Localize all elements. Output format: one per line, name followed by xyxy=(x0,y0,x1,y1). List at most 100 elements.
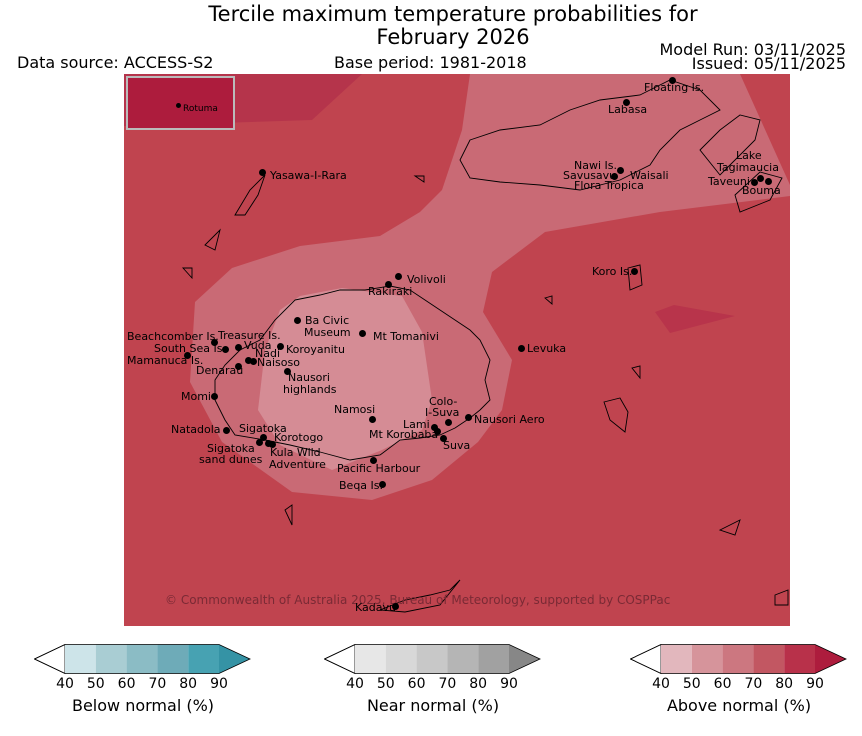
place-dot xyxy=(222,426,230,434)
place-dot xyxy=(517,344,525,352)
place-dot xyxy=(283,367,291,375)
place-dot xyxy=(264,439,272,447)
place-dot xyxy=(433,427,441,435)
chart-title: Tercile maximum temperature probabilitie… xyxy=(0,3,862,49)
place-label: Nausori Aero xyxy=(474,413,545,426)
colorbar-tick-label: 60 xyxy=(117,676,136,692)
colorbar-tick-label: 80 xyxy=(775,676,794,692)
rotuma-inset xyxy=(126,76,235,130)
place-dot xyxy=(384,280,392,288)
colorbar-bin xyxy=(95,644,127,674)
place-label: Vuda xyxy=(244,339,272,352)
place-label: Flora Tropica xyxy=(574,179,644,192)
colorbar-bin xyxy=(385,644,417,674)
place-label: Bouma xyxy=(742,184,781,197)
place-dot xyxy=(630,267,638,275)
place-dot xyxy=(249,357,257,365)
base-period: Base period: 1981-2018 xyxy=(334,53,527,72)
issued-date: Issued: 05/11/2025 xyxy=(691,54,846,73)
place-label: Suva xyxy=(443,439,471,452)
place-label: Ba Civic xyxy=(305,314,350,327)
place-dot xyxy=(430,423,438,431)
place-dot xyxy=(268,440,276,448)
place-label: Pacific Harbour xyxy=(337,462,421,475)
place-dot xyxy=(358,329,366,337)
place-label: Rakiraki xyxy=(368,285,413,298)
colorbar-title: Above normal (%) xyxy=(666,696,812,715)
place-dot xyxy=(221,345,229,353)
colorbar-tick-label: 50 xyxy=(376,676,395,692)
data-source: Data source: ACCESS-S2 xyxy=(17,53,214,72)
place-dot xyxy=(394,272,402,280)
place-dot xyxy=(368,415,376,423)
colorbar-tick-label: 50 xyxy=(682,676,701,692)
model-run: Model Run: 03/11/2025 xyxy=(659,40,847,59)
place-label: Sigatoka xyxy=(239,422,287,435)
place-dot xyxy=(369,456,377,464)
colorbar-max-extension xyxy=(219,644,250,674)
place-dot xyxy=(750,178,758,186)
place-dot xyxy=(293,316,301,324)
colorbar-bin xyxy=(157,644,189,674)
colorbar-tick-label: 90 xyxy=(500,676,518,692)
place-label: Lake xyxy=(736,149,762,162)
colorbar-tick-label: 40 xyxy=(652,676,670,692)
colorbar-tick-label: 80 xyxy=(179,676,198,692)
place-label: Yasawa-I-Rara xyxy=(270,169,347,182)
place-dot xyxy=(764,177,772,185)
colorbar-min-extension xyxy=(630,644,662,675)
place-label: Naisoso xyxy=(257,356,300,369)
colorbar-min-extension xyxy=(34,644,66,675)
colorbar-bin xyxy=(188,644,219,674)
colorbar-outline xyxy=(630,644,847,674)
colorbar-outline xyxy=(34,644,251,674)
colorbar-above xyxy=(630,644,847,675)
place-label: Treasure Is. xyxy=(218,329,281,342)
place-label: Colo- xyxy=(429,395,458,408)
place-label: Lami xyxy=(403,418,430,431)
place-label: Denarau xyxy=(196,364,244,377)
probability-zones xyxy=(124,74,790,626)
place-label: Levuka xyxy=(527,342,567,355)
place-dot xyxy=(391,602,399,610)
colorbar-min-extension xyxy=(324,644,356,675)
place-dot xyxy=(183,351,191,359)
coastlines xyxy=(181,79,789,613)
place-label: Kula Wild xyxy=(270,446,321,459)
colorbar-tick-label: 70 xyxy=(438,676,457,692)
place-label: Mamanuca Is. xyxy=(127,354,204,367)
colorbar-bin xyxy=(126,644,158,674)
colorbar-bin xyxy=(355,644,386,674)
colorbar-tick-label: 70 xyxy=(148,676,167,692)
place-label: Korotogo xyxy=(274,431,324,444)
colorbar-bin xyxy=(753,644,785,674)
place-dot xyxy=(259,433,267,441)
place-dot xyxy=(210,392,218,400)
colorbar-tick-label: 60 xyxy=(407,676,426,692)
colorbar-max-extension xyxy=(815,644,846,674)
place-label: South Sea Is. xyxy=(154,342,226,355)
place-label: Namosi xyxy=(334,403,376,416)
place-dot xyxy=(622,98,630,106)
colorbar-bin xyxy=(661,644,692,674)
place-label: Nadi xyxy=(255,347,281,360)
colorbar-tick-label: 70 xyxy=(744,676,763,692)
place-label: Koroyanitu xyxy=(286,343,345,356)
colorbar-bin xyxy=(478,644,509,674)
place-label: Mt Korobaba xyxy=(369,428,439,441)
place-label: Mt Tomanivi xyxy=(373,330,439,343)
place-label: I-Suva xyxy=(425,406,460,419)
place-label: Waisali xyxy=(630,169,669,182)
place-label: Savusavu xyxy=(563,169,617,182)
place-dot xyxy=(668,76,676,84)
place-label: Museum xyxy=(304,326,351,339)
place-dot xyxy=(244,356,252,364)
place-label: Tagimaucia xyxy=(717,161,779,174)
place-label: Natadola xyxy=(171,423,221,436)
colorbar-bin xyxy=(416,644,448,674)
place-label: Rotuma xyxy=(183,104,218,114)
place-label: Floating Is. xyxy=(644,81,705,94)
place-label: sand dunes xyxy=(199,453,263,466)
colorbar-bin xyxy=(65,644,96,674)
colorbar-tick-label: 80 xyxy=(469,676,488,692)
